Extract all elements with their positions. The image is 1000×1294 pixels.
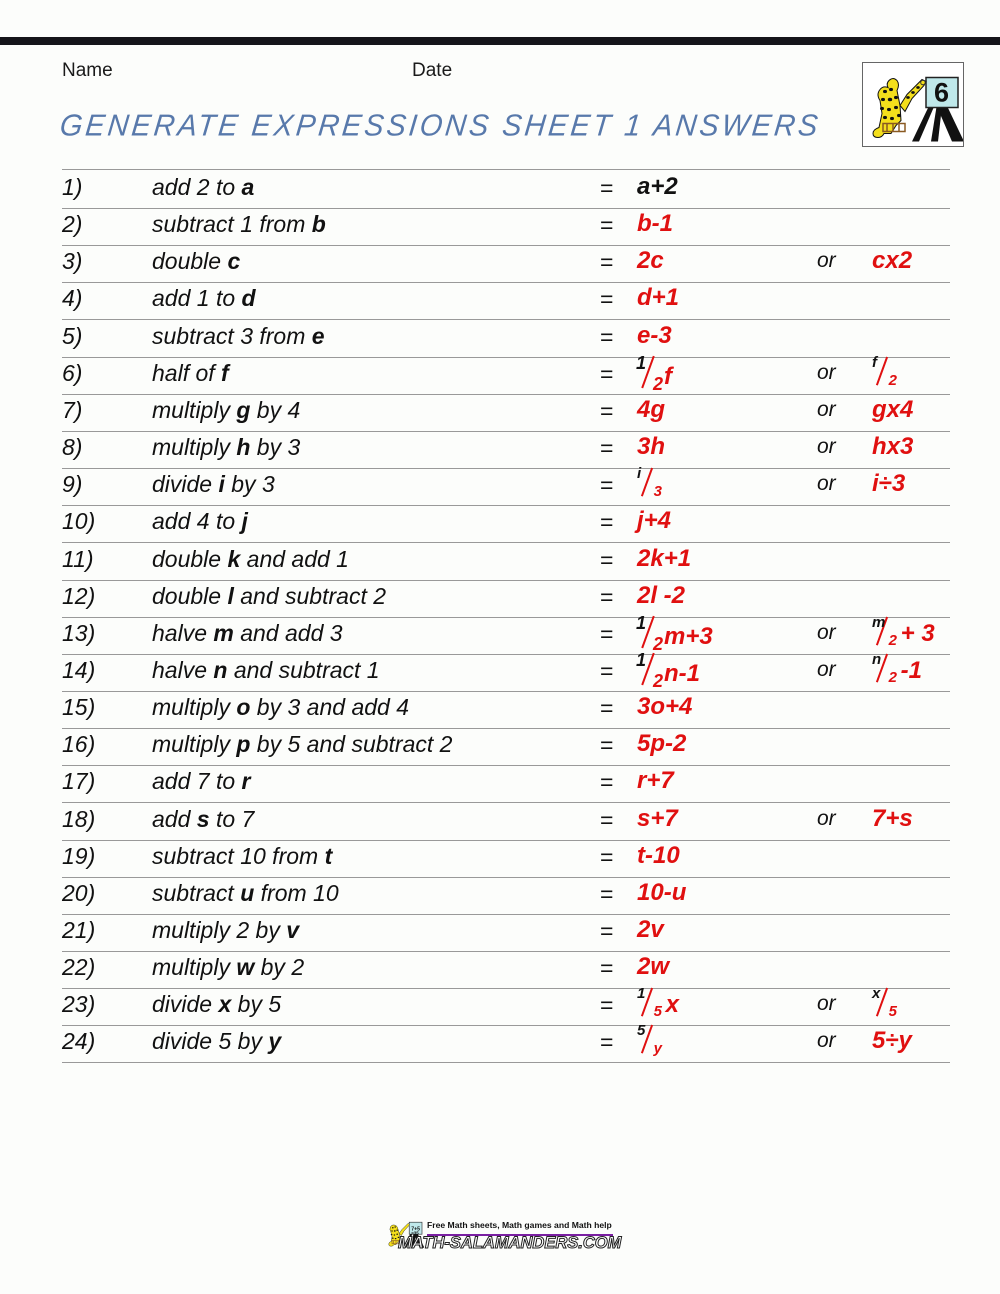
svg-text:6: 6 (934, 78, 949, 108)
